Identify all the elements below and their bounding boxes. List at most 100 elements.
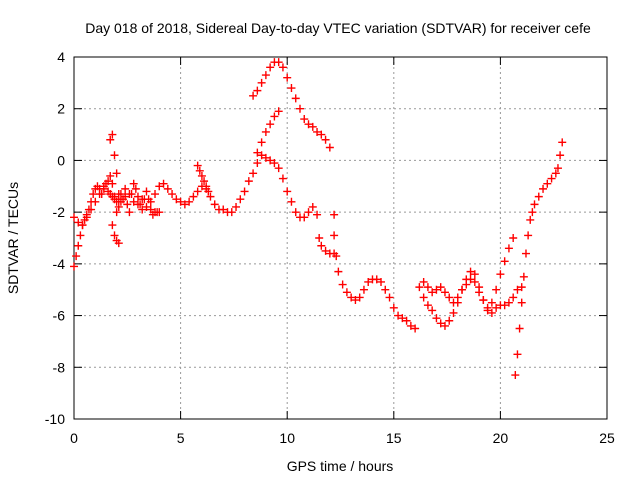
data-point [287, 84, 296, 93]
data-point [253, 86, 262, 95]
x-tick-label: 0 [70, 430, 78, 446]
data-point [270, 159, 279, 168]
data-point [394, 311, 403, 320]
data-point [449, 308, 458, 317]
data-point [180, 200, 189, 209]
data-point [300, 213, 309, 222]
data-point [315, 234, 324, 242]
data-point [240, 187, 249, 196]
series-trace-m [511, 138, 567, 380]
data-point [253, 148, 262, 157]
data-point [176, 197, 185, 206]
data-point [351, 296, 360, 305]
data-point [125, 190, 134, 199]
data-point [291, 208, 300, 217]
data-point [95, 190, 104, 199]
data-point [74, 241, 83, 250]
data-point [423, 301, 432, 310]
data-point [70, 262, 78, 271]
data-point [283, 187, 292, 196]
data-point [138, 205, 147, 214]
data-point [257, 78, 266, 87]
data-point [146, 205, 155, 214]
data-point [159, 179, 168, 188]
data-point [321, 135, 330, 144]
data-point [227, 208, 236, 217]
data-point [108, 130, 117, 139]
data-points [70, 58, 567, 380]
data-point [121, 184, 130, 193]
series-trace-j [334, 267, 420, 333]
data-point [440, 321, 449, 330]
data-point [432, 314, 441, 323]
data-point [155, 182, 164, 191]
data-point [261, 71, 270, 80]
data-point [534, 192, 543, 201]
data-point [261, 153, 270, 162]
series-trace-l [419, 275, 526, 317]
data-point [189, 192, 198, 201]
data-point [108, 179, 117, 188]
data-point [500, 257, 509, 266]
data-point [504, 244, 513, 253]
data-point [389, 303, 398, 312]
data-point [123, 200, 132, 209]
data-point [219, 205, 228, 214]
data-point [530, 200, 539, 209]
data-point [513, 285, 522, 294]
data-point [517, 298, 526, 307]
data-point [151, 190, 160, 199]
data-point [142, 202, 151, 211]
data-point [332, 252, 341, 261]
data-point [364, 277, 373, 286]
data-point [543, 179, 552, 188]
y-tick-label: -10 [45, 411, 65, 427]
data-point [338, 280, 347, 289]
data-point [300, 115, 309, 124]
data-point [406, 321, 415, 330]
data-point [146, 197, 155, 206]
data-point [372, 275, 381, 284]
data-point [133, 200, 142, 209]
y-tick-label: -8 [53, 359, 66, 375]
data-point [104, 177, 113, 186]
data-point [236, 195, 245, 204]
data-point [114, 239, 123, 248]
data-point [131, 184, 140, 193]
x-tick-label: 15 [386, 430, 402, 446]
data-point [278, 174, 287, 183]
data-point [440, 288, 449, 297]
series-trace-f [249, 58, 334, 152]
data-point [274, 58, 283, 67]
data-point [112, 208, 121, 217]
data-point [496, 270, 505, 279]
data-point [78, 221, 87, 230]
data-point [355, 293, 364, 302]
y-tick-label: 2 [57, 101, 65, 117]
data-point [110, 231, 119, 240]
x-axis: 0 5 10 15 20 25 [70, 57, 615, 446]
data-point [526, 215, 535, 224]
data-point [172, 195, 181, 204]
data-point [129, 179, 138, 188]
data-point [449, 298, 458, 307]
data-point [483, 306, 492, 315]
data-point [385, 293, 394, 302]
data-point [428, 288, 437, 297]
data-point [114, 190, 123, 199]
data-point [308, 202, 317, 211]
data-point [428, 306, 437, 315]
data-point [511, 371, 520, 380]
data-point [551, 169, 560, 178]
data-point [278, 63, 287, 72]
data-point [99, 184, 108, 193]
series-trace-i [330, 210, 339, 240]
data-point [313, 127, 322, 136]
data-point [304, 208, 313, 217]
data-point [470, 270, 479, 279]
data-point [87, 205, 96, 214]
x-tick-label: 10 [279, 430, 295, 446]
data-point [129, 197, 138, 206]
data-point [479, 296, 488, 305]
